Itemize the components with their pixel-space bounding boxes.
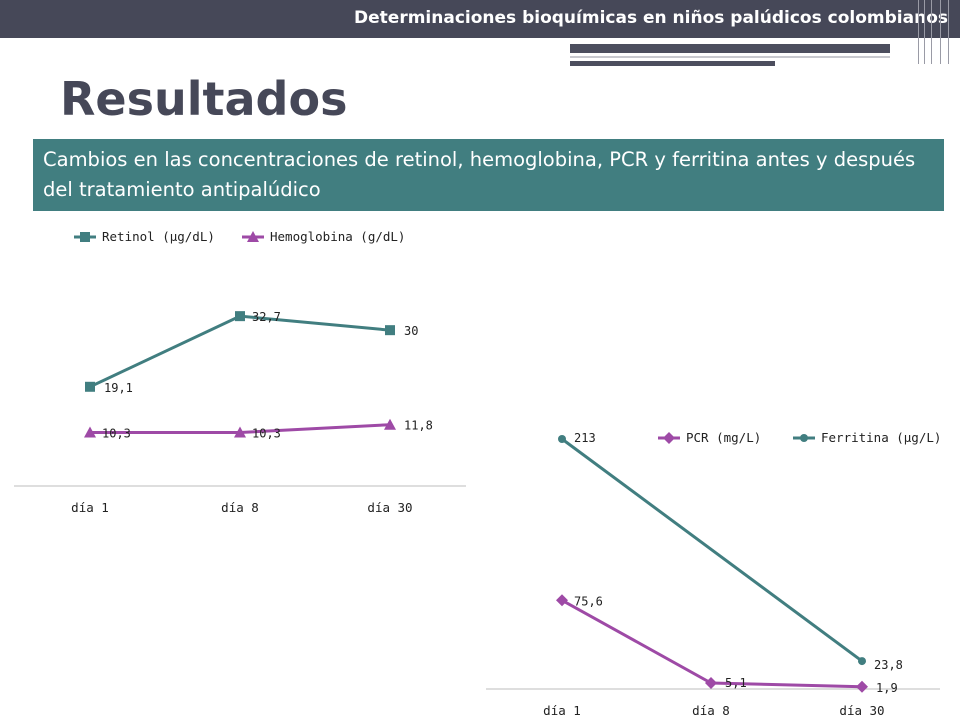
header-bar: Determinaciones bioquímicas en niños pal… <box>0 0 960 38</box>
x-tick-label: día 1 <box>543 703 581 718</box>
data-label: 32,7 <box>252 310 281 324</box>
x-tick-label: día 8 <box>692 703 730 718</box>
data-label: 10,3 <box>252 426 281 440</box>
decor-line <box>940 0 941 64</box>
x-tick-label: día 8 <box>221 500 259 515</box>
data-label: 1,9 <box>876 681 898 695</box>
data-point <box>84 426 96 438</box>
legend-marker <box>247 231 259 242</box>
legend-marker <box>80 232 90 242</box>
x-tick-label: día 30 <box>839 703 884 718</box>
data-point <box>235 311 245 322</box>
legend-marker <box>663 432 675 444</box>
data-point <box>385 325 395 336</box>
data-label: 30 <box>404 324 418 338</box>
decor-line <box>924 0 925 64</box>
series-line <box>561 598 863 689</box>
x-tick-label: día 30 <box>367 500 412 515</box>
subtitle-banner: Cambios en las concentraciones de retino… <box>33 139 944 211</box>
decor-line <box>918 0 919 64</box>
data-point <box>858 657 866 666</box>
legend-label: PCR (mg/L) <box>686 430 761 445</box>
data-label: 75,6 <box>574 594 603 608</box>
data-point <box>705 677 717 690</box>
data-label: 5,1 <box>725 676 747 690</box>
legend-label: Hemoglobina (g/dL) <box>270 229 405 244</box>
data-point <box>384 418 396 430</box>
series-line <box>89 314 391 389</box>
data-point <box>85 381 95 392</box>
data-label: 23,8 <box>874 658 903 672</box>
decor-bar <box>570 61 775 66</box>
decor-line <box>931 0 932 64</box>
data-point <box>558 435 566 443</box>
retinol-hemoglobina-chart: día 1 día 8 día 30 Retinol (µg/dL) Hemoglobi… <box>14 229 466 515</box>
legend-label: Ferritina (µg/L) <box>821 430 941 445</box>
pcr-ferritina-chart: día 1 día 8 día 30 PCR (mg/L) Ferritina (µg/… <box>486 430 941 718</box>
data-label: 11,8 <box>404 419 433 433</box>
decor-line <box>570 56 890 58</box>
series-line <box>561 437 863 663</box>
subtitle-text: Cambios en las concentraciones de retino… <box>43 148 916 201</box>
decor-line <box>948 0 949 64</box>
page-title: Resultados <box>60 72 348 126</box>
legend-label: Retinol (µg/dL) <box>102 229 215 244</box>
data-label: 10,3 <box>102 426 131 440</box>
data-point <box>234 426 246 438</box>
presentation-title: Determinaciones bioquímicas en niños pal… <box>354 8 948 28</box>
data-point <box>556 594 568 607</box>
legend-marker <box>800 434 808 442</box>
decor-bar <box>570 44 890 53</box>
x-tick-label: día 1 <box>71 500 109 515</box>
data-point <box>856 680 868 693</box>
data-label: 213 <box>574 431 596 445</box>
data-label: 19,1 <box>104 381 133 395</box>
